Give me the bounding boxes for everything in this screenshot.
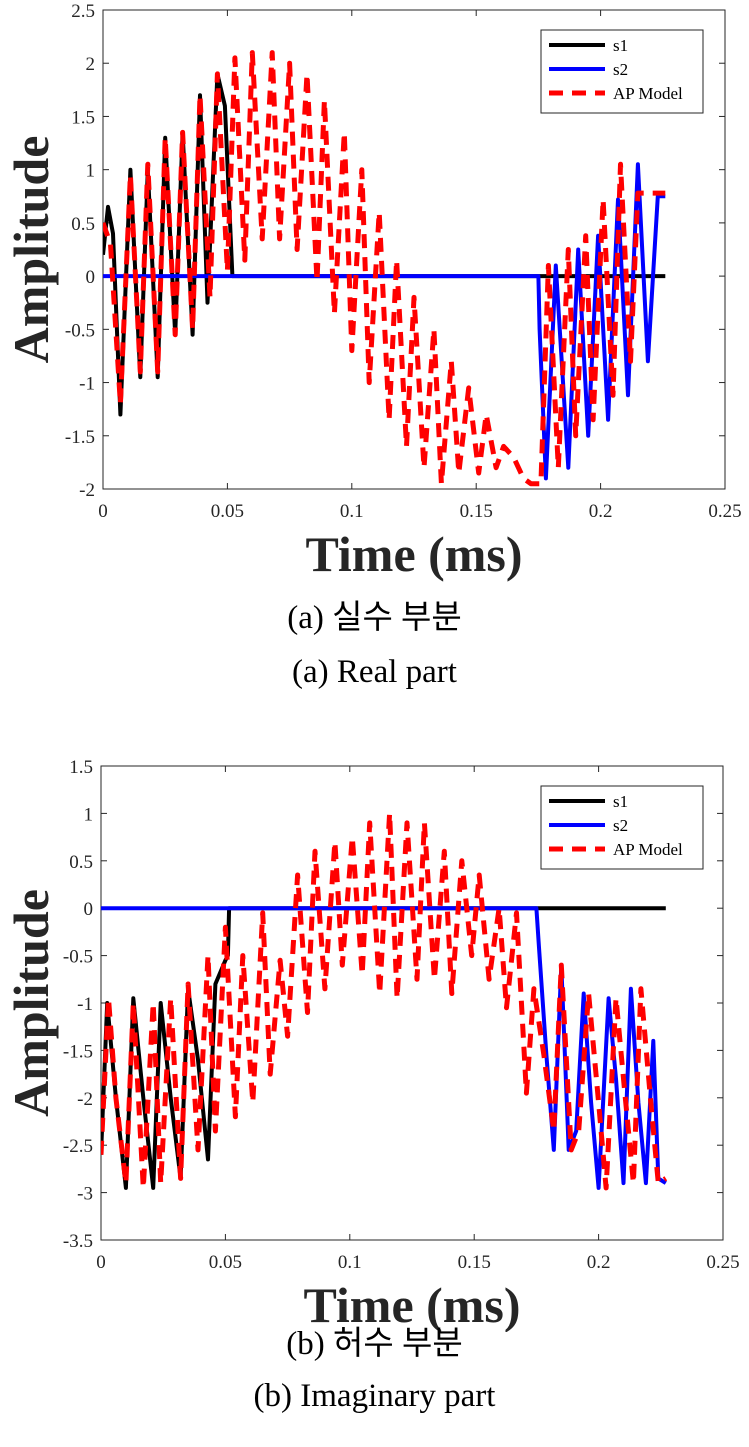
y-tick-label: -1	[79, 374, 95, 395]
y-tick-label: 0.5	[69, 852, 93, 873]
y-tick-label: 1.5	[71, 107, 95, 128]
legend: s1 s2 AP Model	[540, 29, 704, 114]
x-tick-label: 0.1	[338, 1252, 362, 1273]
x-tick-label: 0	[96, 1252, 106, 1273]
y-tick-label: 0.5	[71, 214, 95, 235]
x-tick-label: 0.2	[587, 1252, 611, 1273]
y-tick-label: 1	[84, 804, 94, 825]
y-tick-label: -3	[77, 1184, 93, 1205]
x-tick-label: 0.15	[460, 501, 493, 522]
x-tick-label: 0	[98, 501, 108, 522]
y-tick-label: -1	[77, 994, 93, 1015]
y-tick-label: 1	[86, 161, 96, 182]
legend: s1 s2 AP Model	[540, 785, 704, 870]
x-axis-label: Time (ms)	[305, 526, 522, 582]
legend-label: s1	[613, 36, 628, 55]
series-s2	[101, 906, 667, 1190]
y-axis-label: Amplitude	[3, 136, 59, 364]
legend-label: s1	[613, 792, 628, 811]
x-tick-label: 0.25	[708, 501, 741, 522]
caption-a-korean: (a) 실수 부분	[287, 600, 462, 636]
legend-label: s2	[613, 816, 628, 835]
x-tick-label: 0.2	[589, 501, 613, 522]
x-tick-label: 0.1	[340, 501, 364, 522]
caption-b-english: (b) Imaginary part	[253, 1378, 496, 1414]
y-tick-label: -2.5	[63, 1136, 93, 1157]
x-tick-label: 0.15	[458, 1252, 491, 1273]
x-tick-label: 0.25	[706, 1252, 739, 1273]
legend-label: AP Model	[613, 840, 683, 859]
y-tick-label: -3.5	[63, 1231, 93, 1252]
y-tick-label: -2	[77, 1089, 93, 1110]
caption-b-korean: (b) 허수 부분	[286, 1326, 463, 1362]
y-tick-label: -0.5	[65, 320, 95, 341]
y-tick-label: -1.5	[63, 1041, 93, 1062]
series-s2	[103, 162, 666, 481]
chart-imaginary-part: 0 0.05 0.1 0.15 0.2 0.25 -3.5 -3 -2.5 -2 -1.5 -1 -0.…	[3, 757, 740, 1332]
legend-label: AP Model	[613, 84, 683, 103]
y-tick-label: -0.5	[63, 947, 93, 968]
y-tick-label: 2	[86, 54, 96, 75]
x-axis-label: Time (ms)	[303, 1277, 520, 1332]
series-ap-model	[103, 50, 666, 487]
y-tick-label: 1.5	[69, 757, 93, 778]
chart-real-part: 0 0.05 0.1 0.15 0.2 0.25 -2 -1.5 -1 -0.5 0 0.5 1 1.5 2…	[3, 1, 742, 582]
y-tick-label: -1.5	[65, 427, 95, 448]
y-axis-label: Amplitude	[3, 889, 59, 1117]
x-tick-label: 0.05	[209, 1252, 242, 1273]
x-tick-label: 0.05	[211, 501, 244, 522]
caption-a-english: (a) Real part	[292, 654, 457, 690]
legend-label: s2	[613, 60, 628, 79]
y-tick-label: 0	[84, 899, 94, 920]
y-tick-label: -2	[79, 480, 95, 501]
y-tick-label: 2.5	[71, 1, 95, 22]
y-tick-label: 0	[86, 267, 96, 288]
series-ap-model	[101, 810, 668, 1191]
